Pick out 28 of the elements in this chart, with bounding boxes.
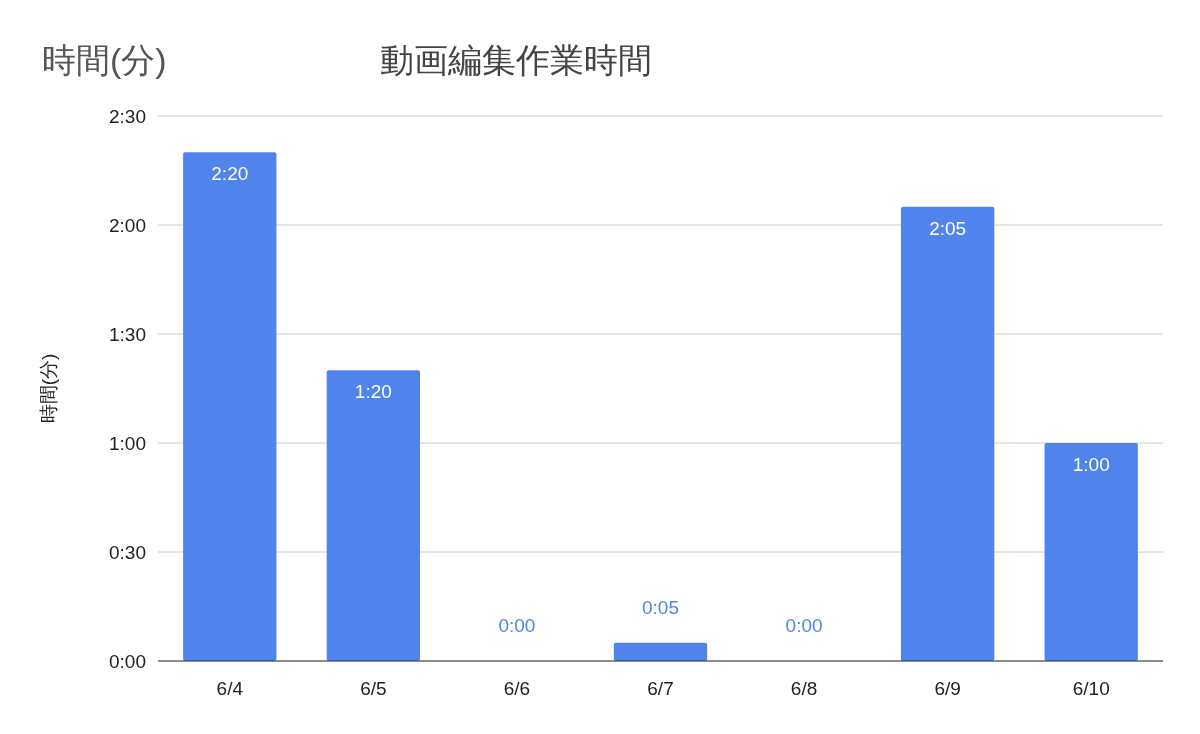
data-label: 2:20 xyxy=(211,163,249,185)
y-tick-label: 1:30 xyxy=(109,324,146,345)
x-tick-label: 6/9 xyxy=(934,678,961,699)
y-tick-label: 0:30 xyxy=(109,542,146,563)
x-tick-label: 6/10 xyxy=(1072,678,1110,699)
data-label: 0:05 xyxy=(642,596,679,618)
data-label: 0:00 xyxy=(498,615,536,636)
bar xyxy=(183,152,277,661)
chart-title: 動画編集作業時間 xyxy=(380,41,652,79)
bar xyxy=(326,370,421,661)
y-tick-label: 2:30 xyxy=(109,106,146,127)
x-tick-label: 6/8 xyxy=(790,678,818,699)
bar xyxy=(613,642,708,661)
x-tick-label: 6/7 xyxy=(647,678,674,699)
bar xyxy=(1044,443,1138,661)
y-tick-label: 1:00 xyxy=(109,433,146,454)
y-tick-label: 2:00 xyxy=(109,215,146,236)
data-label: 2:05 xyxy=(929,217,967,239)
data-label: 1:00 xyxy=(1072,454,1110,475)
data-label: 1:20 xyxy=(354,381,392,403)
x-tick-label: 6/6 xyxy=(503,678,531,699)
text: 時間(分) xyxy=(42,41,167,79)
bar xyxy=(900,206,995,661)
y-tick-label: 0:00 xyxy=(109,651,146,672)
data-label: 0:00 xyxy=(785,615,823,636)
y-axis-title: 時間(分) xyxy=(38,353,59,424)
x-tick-label: 6/5 xyxy=(360,678,387,699)
x-tick-label: 6/4 xyxy=(216,678,244,699)
